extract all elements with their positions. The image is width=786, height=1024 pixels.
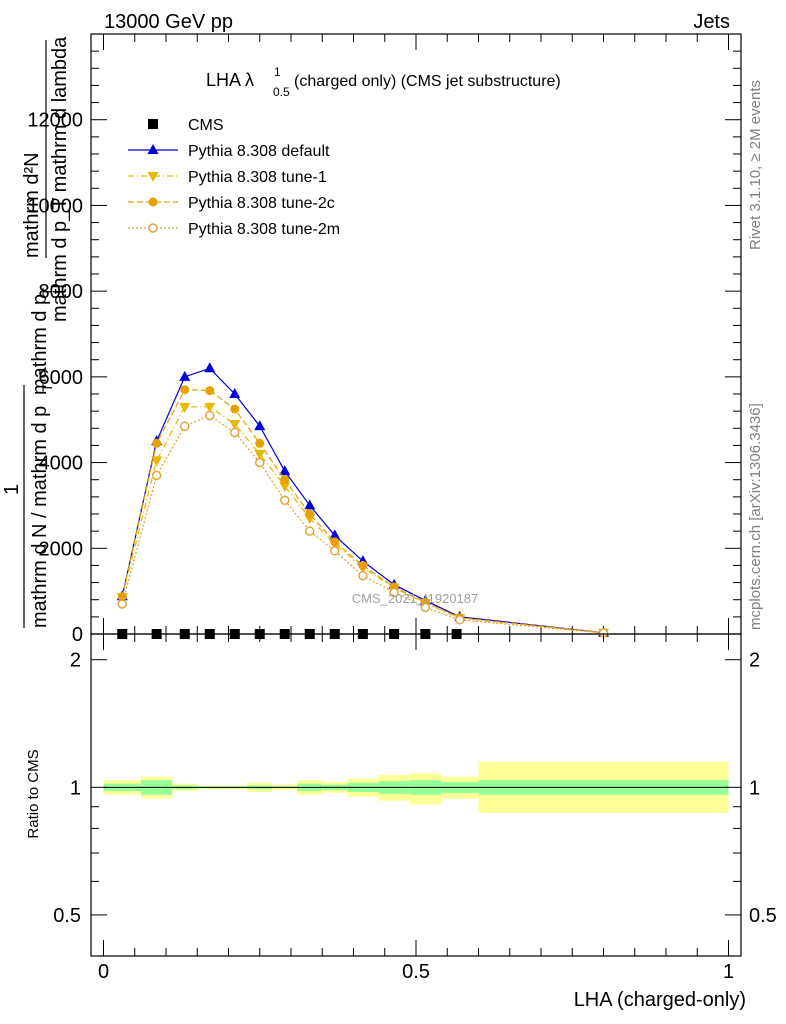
- ylabel-top-numerator: mathrm d²N: [21, 152, 43, 258]
- title-superscript: 1: [274, 65, 281, 79]
- data-point: [205, 410, 215, 421]
- main-ylabel: mathrm d²N mathrm d p_T mathrm d lambda …: [1, 36, 71, 628]
- main-y-ticks: 0 2000 4000 6000 8000 10000 12000: [27, 33, 741, 646]
- legend-label: Pythia 8.308 default: [188, 143, 330, 160]
- data-point: [230, 404, 240, 414]
- y-tick-label: 2000: [39, 538, 84, 560]
- series-line: [121, 367, 604, 634]
- legend-item: Pythia 8.308 tune-1: [128, 169, 327, 186]
- data-point: [117, 599, 127, 609]
- main-title: LHA λ 1 0.5 (charged only) (CMS jet subs…: [206, 65, 561, 99]
- data-point: [280, 475, 290, 485]
- legend-marker: [147, 172, 159, 182]
- legend-label: Pythia 8.308 tune-2c: [188, 195, 335, 212]
- ratio-y-ticks: 0.5 0.5 1 1 2 2: [53, 650, 777, 957]
- legend-item: Pythia 8.308 tune-2c: [128, 195, 335, 212]
- legend-item: CMS: [148, 117, 224, 134]
- data-point: [389, 587, 399, 598]
- ylabel-overlay: mathrm d p: [29, 294, 51, 395]
- title-main: LHA λ: [206, 70, 254, 90]
- legend: CMS Pythia 8.308 default Pythia 8.308 tune…: [128, 117, 340, 238]
- rivet-version-label: Rivet 3.1.10, ≥ 2M events: [747, 80, 764, 250]
- data-point: [304, 499, 316, 510]
- y-tick-label: 12000: [27, 110, 83, 132]
- ylabel-overlay-subscript: T: [39, 287, 55, 296]
- data-point: [229, 420, 241, 430]
- analysis-watermark: CMS_2021_I1920187: [352, 591, 479, 606]
- jets-label: Jets: [693, 11, 730, 33]
- legend-marker: [147, 144, 159, 154]
- series-4: [117, 410, 609, 638]
- data-point: [420, 602, 431, 613]
- ylabel-bottom-subscript: T: [39, 383, 55, 392]
- ylabel-top-denominator: mathrm d p_T mathrm d lambda: [49, 36, 71, 322]
- ratio-y-tick-label: 0.5: [53, 905, 81, 927]
- data-point: [279, 465, 291, 476]
- y-tick-label: 4000: [39, 453, 84, 475]
- ratio-y-tick-label: 1: [70, 777, 81, 799]
- data-point: [151, 456, 163, 467]
- legend-marker: [148, 119, 158, 129]
- data-point: [204, 402, 216, 413]
- data-point: [358, 560, 368, 570]
- ratio-y-tick-label-right: 1: [749, 777, 760, 799]
- title-rest: (charged only) (CMS jet substructure): [294, 73, 561, 90]
- data-point: [329, 529, 341, 540]
- ylabel-one: 1: [1, 484, 23, 495]
- y-tick-label: 10000: [27, 195, 83, 217]
- x-tick-label: 0: [98, 961, 109, 983]
- data-point: [254, 420, 266, 431]
- data-point: [455, 615, 465, 625]
- title-subscript: 0.5: [273, 85, 290, 99]
- ratio-x-ticks: 0 0.5 1: [98, 634, 734, 983]
- ratio-ylabel: Ratio to CMS: [25, 749, 42, 838]
- legend-label: Pythia 8.308 tune-2m: [188, 221, 340, 238]
- data-point: [179, 402, 191, 413]
- legend-marker: [148, 223, 158, 233]
- data-point: [179, 370, 191, 381]
- data-point: [330, 546, 340, 556]
- data-point: [152, 438, 162, 448]
- data-point: [254, 450, 266, 460]
- data-point: [279, 482, 291, 493]
- ylabel-bottom-denominator: mathrm d N / mathrm d p: [29, 406, 51, 628]
- x-axis-label: LHA (charged-only): [574, 989, 746, 1011]
- y-tick-label: 0: [72, 624, 83, 646]
- data-point: [255, 438, 265, 448]
- main-x-ticks: [103, 34, 729, 634]
- legend-item: Pythia 8.308 default: [128, 143, 330, 160]
- data-point: [330, 537, 340, 547]
- series-line: [121, 414, 604, 634]
- data-point: [280, 495, 290, 505]
- data-point: [305, 526, 315, 536]
- data-point: [204, 362, 216, 373]
- data-point: [229, 388, 241, 398]
- ratio-y-tick-label-right: 0.5: [749, 905, 777, 927]
- data-point: [305, 509, 315, 519]
- ratio-y-tick-label: 2: [70, 650, 81, 672]
- data-point: [358, 571, 368, 581]
- data-point: [151, 470, 162, 481]
- x-tick-label: 0.5: [402, 961, 430, 983]
- series-line: [121, 406, 604, 634]
- legend-item: Pythia 8.308 tune-2m: [128, 221, 340, 238]
- y-tick-label: 6000: [39, 367, 84, 389]
- legend-marker: [148, 197, 158, 207]
- energy-label: 13000 GeV pp: [104, 11, 233, 33]
- data-point: [180, 385, 190, 395]
- data-point: [255, 457, 265, 468]
- legend-label: CMS: [188, 117, 224, 134]
- y-tick-label: 8000: [39, 281, 84, 303]
- data-point: [205, 386, 215, 396]
- ratio-y-tick-label-right: 2: [749, 650, 760, 672]
- data-point: [180, 421, 190, 431]
- mcplots-label: mcplots.cern.ch [arXiv:1306.3436]: [747, 403, 764, 630]
- legend-label: Pythia 8.308 tune-1: [188, 169, 327, 186]
- data-point: [230, 427, 240, 438]
- x-tick-label: 1: [723, 961, 734, 983]
